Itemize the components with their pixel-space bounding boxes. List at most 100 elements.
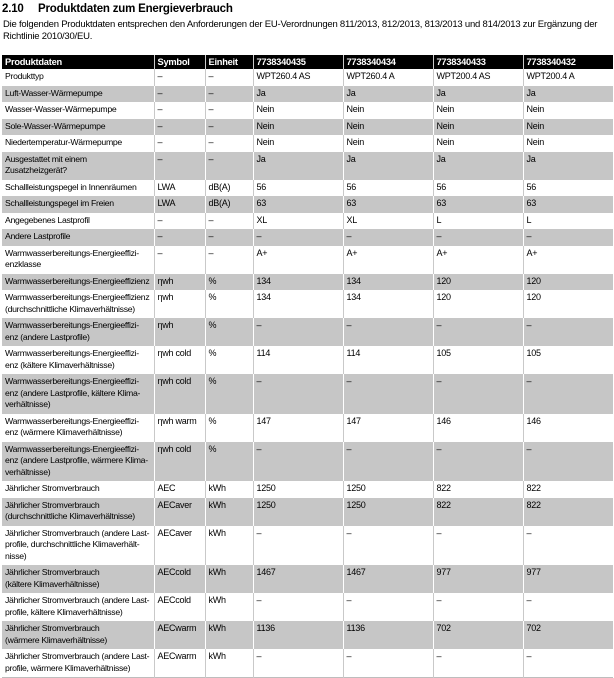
cell-value-1: 114 bbox=[253, 346, 344, 374]
cell-value-4: 105 bbox=[523, 346, 613, 374]
cell-einheit: – bbox=[205, 135, 254, 152]
cell-value-3: A+ bbox=[433, 245, 524, 274]
table-row: Warmwasserbereitungs-Energieeffizi- enz … bbox=[2, 318, 613, 346]
cell-value-4: 120 bbox=[523, 290, 613, 318]
cell-symbol: – bbox=[154, 85, 206, 102]
cell-value-4: Ja bbox=[523, 151, 613, 180]
cell-produktdaten: Warmwasserbereitungs-Energieeffizi- enz … bbox=[2, 413, 155, 442]
table-row: Warmwasserbereitungs-Energieeffizi- enz … bbox=[2, 413, 613, 442]
cell-value-3: 822 bbox=[433, 481, 524, 498]
product-data-table: Produktdaten Symbol Einheit 7738340435 7… bbox=[2, 55, 613, 678]
cell-value-3: Nein bbox=[433, 118, 524, 135]
cell-value-1: Nein bbox=[253, 102, 344, 119]
cell-einheit: – bbox=[205, 102, 254, 119]
cell-symbol: AEC bbox=[154, 481, 206, 498]
cell-value-1: Ja bbox=[253, 151, 344, 180]
cell-produktdaten: Jährlicher Stromverbrauch bbox=[2, 481, 155, 498]
cell-value-4: A+ bbox=[523, 245, 613, 274]
cell-produktdaten: Warmwasserbereitungs-Energieeffizienz (d… bbox=[2, 290, 155, 318]
cell-einheit: % bbox=[205, 413, 254, 442]
table-row: Produkttyp – – WPT260.4 AS WPT260.4 A WP… bbox=[2, 69, 613, 86]
cell-value-1: 134 bbox=[253, 290, 344, 318]
cell-symbol: ηwh cold bbox=[154, 374, 206, 414]
cell-value-4: Ja bbox=[523, 85, 613, 102]
cell-value-2: 134 bbox=[343, 273, 434, 290]
table-row: Jährlicher Stromverbrauch (andere Last- … bbox=[2, 649, 613, 678]
table-row: Jährlicher Stromverbrauch (wärmere Klima… bbox=[2, 621, 613, 649]
table-row: Warmwasserbereitungs-Energieeffizienz (d… bbox=[2, 290, 613, 318]
cell-value-4: – bbox=[523, 593, 613, 621]
cell-value-3: – bbox=[433, 229, 524, 246]
cell-value-3: – bbox=[433, 318, 524, 346]
cell-produktdaten: Produkttyp bbox=[2, 69, 155, 86]
cell-einheit: % bbox=[205, 318, 254, 346]
cell-value-1: A+ bbox=[253, 245, 344, 274]
cell-value-1: 1136 bbox=[253, 621, 344, 649]
cell-value-3: – bbox=[433, 525, 524, 565]
cell-symbol: ηwh cold bbox=[154, 441, 206, 481]
cell-symbol: LWA bbox=[154, 179, 206, 196]
cell-value-1: 1250 bbox=[253, 497, 344, 526]
cell-symbol: ηwh cold bbox=[154, 346, 206, 374]
table-row: Niedertemperatur-Wärmepumpe – – Nein Nei… bbox=[2, 135, 613, 152]
cell-value-4: 146 bbox=[523, 413, 613, 442]
cell-einheit: – bbox=[205, 118, 254, 135]
cell-symbol: AECcold bbox=[154, 593, 206, 621]
cell-produktdaten: Schallleistungspegel im Freien bbox=[2, 196, 155, 213]
cell-symbol: ηwh bbox=[154, 273, 206, 290]
cell-produktdaten: Angegebenes Lastprofil bbox=[2, 212, 155, 229]
cell-value-4: – bbox=[523, 374, 613, 414]
cell-produktdaten: Jährlicher Stromverbrauch (andere Last- … bbox=[2, 649, 155, 678]
cell-symbol: – bbox=[154, 102, 206, 119]
cell-value-1: – bbox=[253, 593, 344, 621]
table-row: Warmwasserbereitungs-Energieeffizi- enzk… bbox=[2, 245, 613, 274]
cell-value-3: – bbox=[433, 441, 524, 481]
cell-value-3: 105 bbox=[433, 346, 524, 374]
cell-produktdaten: Jährlicher Stromverbrauch (andere Last- … bbox=[2, 525, 155, 565]
cell-value-4: – bbox=[523, 318, 613, 346]
cell-value-4: 63 bbox=[523, 196, 613, 213]
cell-value-4: 977 bbox=[523, 565, 613, 593]
cell-value-2: 114 bbox=[343, 346, 434, 374]
cell-einheit: % bbox=[205, 441, 254, 481]
cell-value-4: 822 bbox=[523, 481, 613, 498]
cell-value-1: – bbox=[253, 318, 344, 346]
cell-value-4: 120 bbox=[523, 273, 613, 290]
cell-symbol: – bbox=[154, 69, 206, 86]
cell-symbol: LWA bbox=[154, 196, 206, 213]
table-row: Warmwasserbereitungs-Energieeffizi- enz … bbox=[2, 374, 613, 414]
cell-value-3: 120 bbox=[433, 273, 524, 290]
cell-value-3: 56 bbox=[433, 179, 524, 196]
cell-symbol: ηwh bbox=[154, 318, 206, 346]
cell-value-3: 702 bbox=[433, 621, 524, 649]
cell-value-4: – bbox=[523, 649, 613, 678]
cell-einheit: – bbox=[205, 85, 254, 102]
cell-value-3: – bbox=[433, 374, 524, 414]
cell-value-1: – bbox=[253, 649, 344, 678]
cell-symbol: – bbox=[154, 118, 206, 135]
cell-produktdaten: Luft-Wasser-Wärmepumpe bbox=[2, 85, 155, 102]
cell-value-2: 134 bbox=[343, 290, 434, 318]
cell-produktdaten: Warmwasserbereitungs-Energieeffizienz bbox=[2, 273, 155, 290]
cell-produktdaten: Jährlicher Stromverbrauch (andere Last- … bbox=[2, 593, 155, 621]
cell-value-1: 1467 bbox=[253, 565, 344, 593]
column-header-article-2: 7738340434 bbox=[343, 55, 434, 69]
cell-value-4: 56 bbox=[523, 179, 613, 196]
cell-produktdaten: Niedertemperatur-Wärmepumpe bbox=[2, 135, 155, 152]
cell-produktdaten: Jährlicher Stromverbrauch (kältere Klima… bbox=[2, 565, 155, 593]
section-number: 2.10 bbox=[2, 3, 24, 15]
cell-produktdaten: Warmwasserbereitungs-Energieeffizi- enz … bbox=[2, 346, 155, 374]
cell-produktdaten: Jährlicher Stromverbrauch (durchschnittl… bbox=[2, 497, 155, 526]
cell-value-2: – bbox=[343, 441, 434, 481]
cell-einheit: kWh bbox=[205, 593, 254, 621]
cell-einheit: dB(A) bbox=[205, 179, 254, 196]
cell-symbol: – bbox=[154, 229, 206, 246]
cell-value-1: 147 bbox=[253, 413, 344, 442]
cell-value-4: WPT200.4 A bbox=[523, 69, 613, 86]
table-row: Angegebenes Lastprofil – – XL XL L L bbox=[2, 212, 613, 229]
cell-produktdaten: Warmwasserbereitungs-Energieeffizi- enz … bbox=[2, 374, 155, 414]
column-header-einheit: Einheit bbox=[205, 55, 254, 69]
cell-value-2: Nein bbox=[343, 102, 434, 119]
cell-value-2: 1136 bbox=[343, 621, 434, 649]
